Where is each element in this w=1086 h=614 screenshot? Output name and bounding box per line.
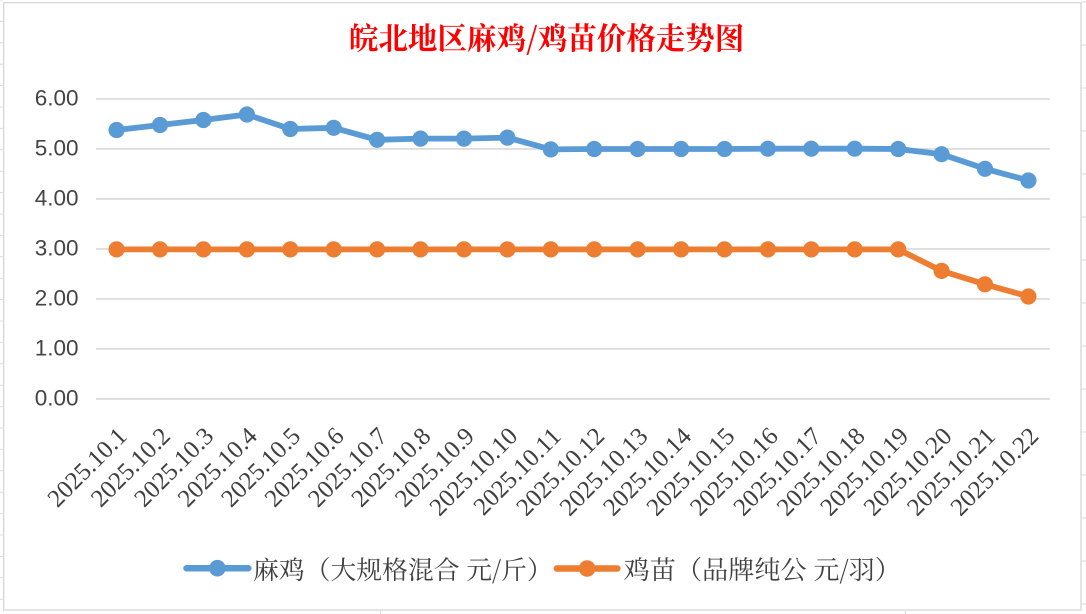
svg-text:5.00: 5.00	[35, 135, 79, 160]
svg-text:1.00: 1.00	[35, 335, 79, 360]
svg-text:4.00: 4.00	[35, 185, 79, 210]
svg-text:3.00: 3.00	[35, 235, 79, 260]
svg-text:0.00: 0.00	[35, 385, 79, 410]
svg-text:2.00: 2.00	[35, 285, 79, 310]
svg-text:6.00: 6.00	[35, 85, 79, 110]
